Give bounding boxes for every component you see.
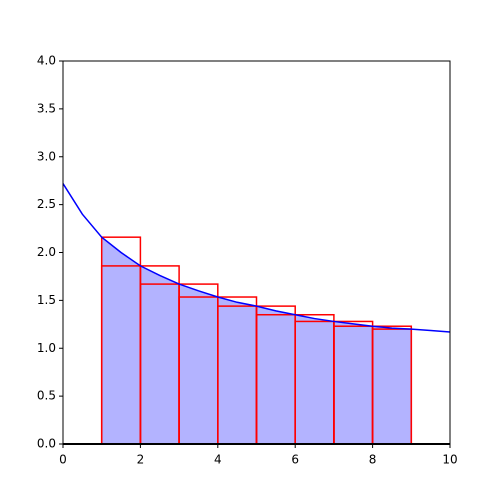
x-tick-label: 0 <box>59 453 67 467</box>
y-tick-label: 0.5 <box>37 389 56 403</box>
y-tick-label: 3.5 <box>37 101 56 115</box>
x-tick-label: 10 <box>442 453 457 467</box>
x-tick-label: 6 <box>291 453 299 467</box>
y-tick-label: 3.0 <box>37 149 56 163</box>
y-tick-label: 2.0 <box>37 245 56 259</box>
y-tick-label: 1.0 <box>37 341 56 355</box>
y-tick-label: 1.5 <box>37 293 56 307</box>
y-tick-label: 2.5 <box>37 197 56 211</box>
x-tick-label: 4 <box>214 453 222 467</box>
y-tick-label: 4.0 <box>37 54 56 68</box>
curve <box>62 183 451 333</box>
x-tick-label: 2 <box>137 453 145 467</box>
y-tick-label: 0.0 <box>37 437 56 451</box>
x-tick-label: 8 <box>369 453 377 467</box>
